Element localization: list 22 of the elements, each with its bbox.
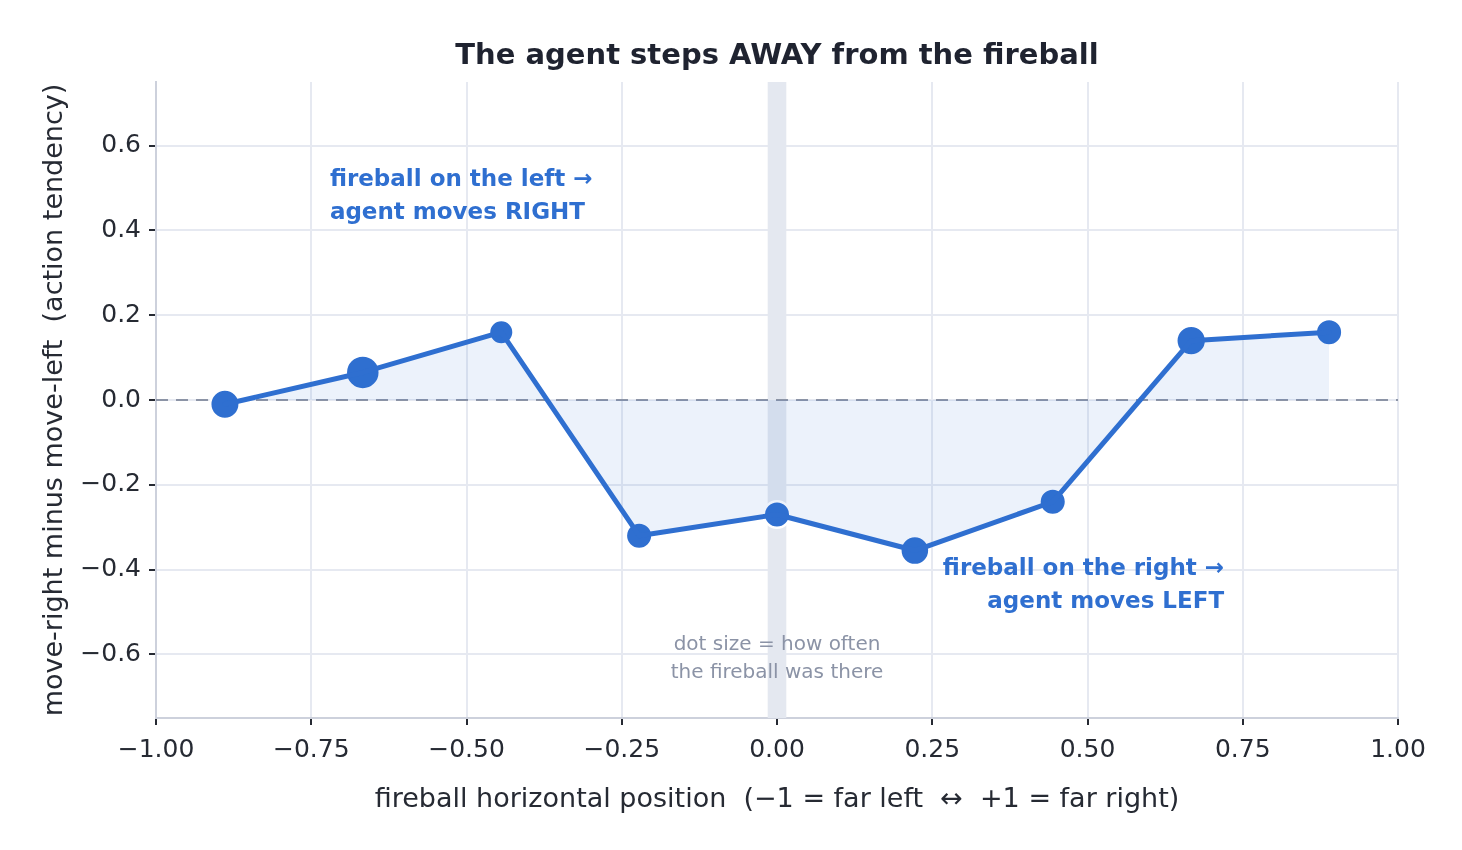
chart-title: The agent steps AWAY from the fireball — [455, 36, 1099, 71]
x-tick-label: 0.25 — [904, 733, 961, 763]
annotation: fireball on the left → agent moves RIGHT — [329, 164, 593, 224]
x-tick-label: −0.25 — [583, 733, 661, 763]
y-tick-label: −0.2 — [80, 468, 141, 498]
y-tick-label: −0.4 — [80, 553, 141, 583]
annotation: dot size = how often the fireball was there — [670, 631, 884, 684]
x-tick-label: −0.75 — [272, 733, 350, 763]
annotation: fireball on the right → agent moves LEFT — [942, 553, 1225, 613]
y-tick-label: 0.4 — [101, 213, 141, 243]
y-tick-label: 0.0 — [101, 383, 141, 413]
x-tick-label: 0.00 — [749, 733, 805, 763]
y-tick-label: 0.6 — [101, 129, 141, 159]
x-tick-label: 0.75 — [1214, 733, 1271, 763]
x-axis-title: fireball horizontal position (−1 = far left ↔ +1 = far right) — [374, 781, 1180, 813]
x-tick-label: 1.00 — [1370, 733, 1426, 763]
y-tick-label: −0.6 — [80, 637, 141, 667]
y-axis-title: move-right minus move-left (action tendency) — [37, 83, 69, 717]
x-tick-label: −0.50 — [428, 733, 505, 763]
x-tick-label: −1.00 — [117, 733, 195, 763]
x-tick-label: 0.50 — [1059, 733, 1116, 763]
y-tick-label: 0.2 — [101, 298, 141, 328]
